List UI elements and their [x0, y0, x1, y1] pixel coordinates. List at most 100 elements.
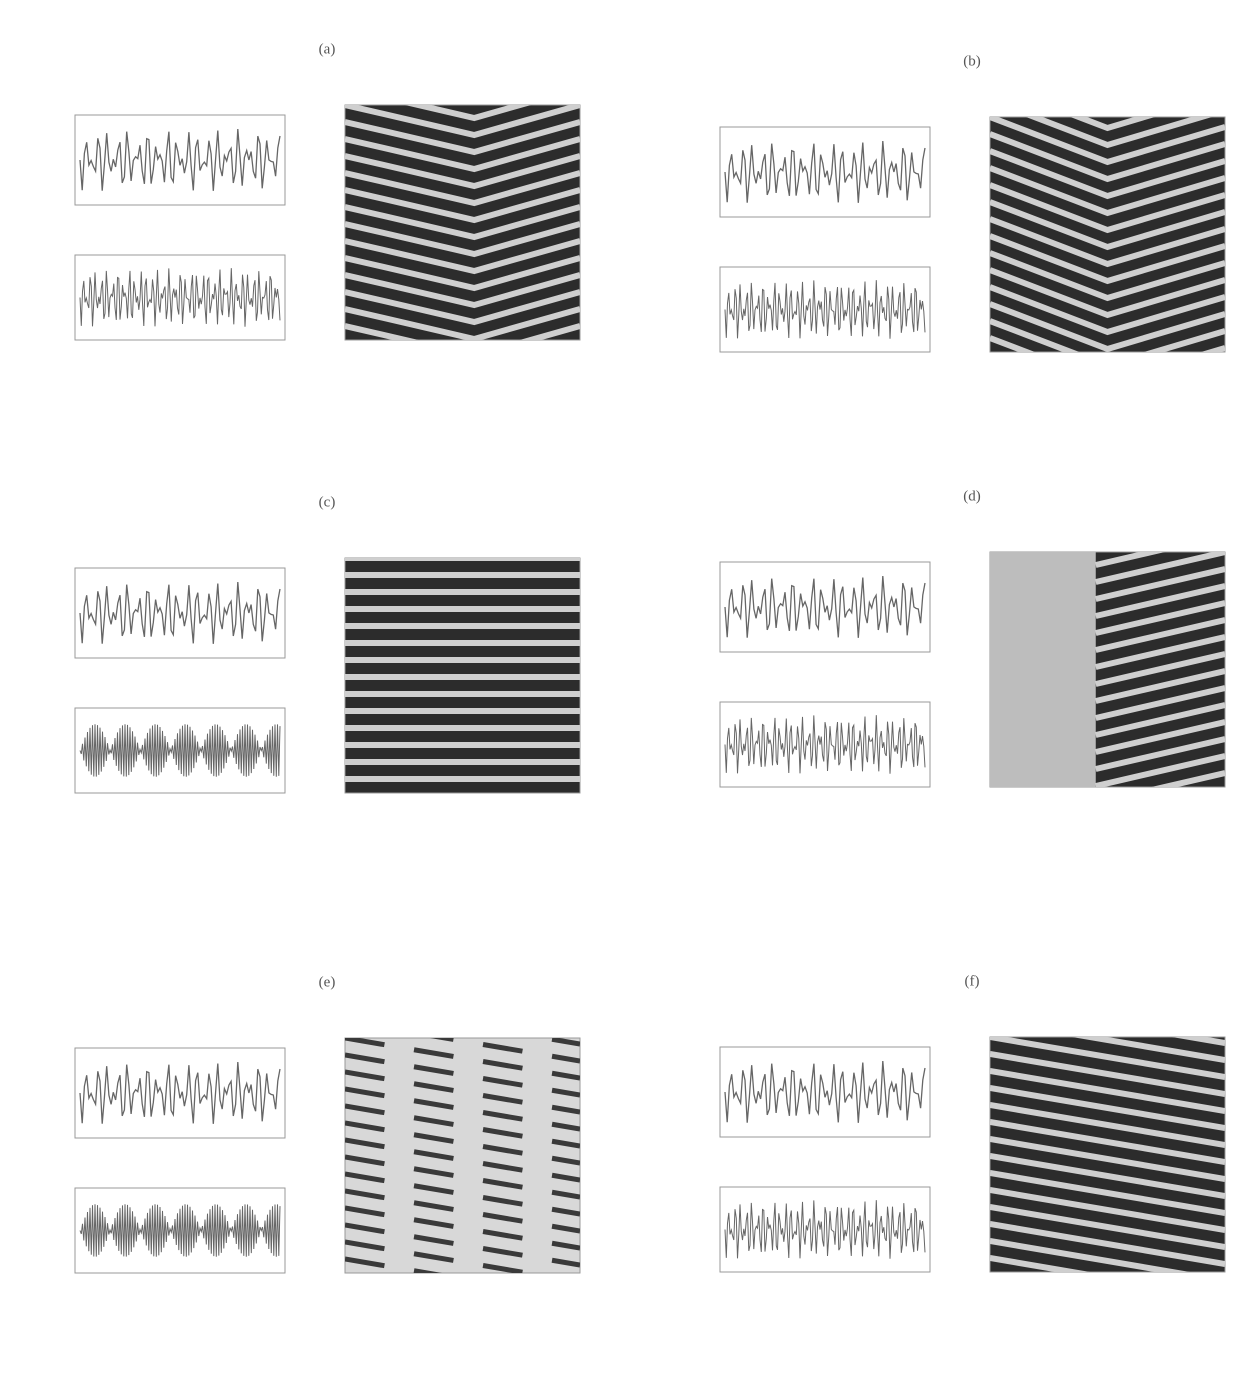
- panel-label: (d): [963, 488, 981, 504]
- stripe: [990, 423, 1225, 468]
- time-trace: [79, 128, 281, 191]
- stripe: [1095, 685, 1225, 721]
- stripe: [345, 289, 580, 326]
- stripe: [345, 37, 580, 67]
- stripe: [990, 1051, 1225, 1097]
- stripe: [1096, 518, 1225, 548]
- stripe: [990, 1085, 1225, 1131]
- stripe: [1096, 450, 1225, 480]
- stripe: [990, 284, 1225, 336]
- stripe: [345, 1378, 580, 1388]
- stripe: [345, 360, 580, 390]
- stripe: [345, 1293, 580, 1333]
- stripe: [1095, 753, 1225, 787]
- plot-frame: [719, 1046, 931, 1138]
- stripe: [990, 986, 1225, 1026]
- time-trace: [724, 1200, 926, 1259]
- time-trace: [79, 1061, 281, 1124]
- stripe: [345, 445, 580, 475]
- time-trace: [724, 575, 926, 638]
- stripe: [345, 1038, 580, 1081]
- stripe: [990, 1037, 1225, 1080]
- stripe: [1096, 467, 1225, 497]
- panel: (b): [719, 15, 1226, 519]
- stripe: [990, 389, 1225, 434]
- stripe: [1096, 841, 1225, 871]
- stripe: [345, 255, 580, 292]
- stripe: [1096, 807, 1225, 837]
- stripe: [990, 15, 1225, 60]
- stripe: [1096, 858, 1225, 888]
- stripe: [345, 323, 580, 340]
- time-trace: [724, 280, 926, 339]
- heatmap-region: [990, 552, 1096, 787]
- stripe: [990, 1309, 1225, 1349]
- stripe: [990, 1326, 1225, 1366]
- stripe: [990, 1275, 1225, 1315]
- heatmap-stripes: [1095, 450, 1225, 939]
- stripe: [990, 182, 1225, 234]
- stripe: [345, 20, 580, 50]
- stripe: [1096, 824, 1225, 854]
- stripe: [345, 1103, 580, 1149]
- stripe: [345, 1276, 580, 1316]
- stripe: [1096, 501, 1225, 531]
- stripe: [1095, 552, 1166, 568]
- stripe: [990, 233, 1225, 285]
- stripe: [990, 1292, 1225, 1332]
- plot-frame: [74, 1047, 286, 1139]
- stripe: [990, 440, 1225, 485]
- panel-label: (f): [965, 973, 980, 989]
- stripe: [345, 1361, 580, 1388]
- stripe: [1096, 484, 1225, 514]
- stripe: [990, 474, 1225, 519]
- stripe: [990, 49, 1225, 94]
- stripe: [345, 136, 580, 173]
- plot-frame: [719, 561, 931, 653]
- panel: (e): [74, 974, 581, 1388]
- stripe: [1096, 909, 1225, 939]
- stripe: [1095, 617, 1225, 653]
- stripe: [345, 1086, 580, 1132]
- panel: (f): [719, 935, 1226, 1383]
- stripe: [990, 199, 1225, 251]
- stripe: [345, 343, 580, 373]
- stripe: [990, 131, 1225, 183]
- stripe: [345, 119, 580, 156]
- stripe: [345, 54, 580, 84]
- stripe: [990, 457, 1225, 502]
- time-trace: [79, 581, 281, 644]
- heatmap-stripes: [345, 20, 580, 475]
- stripe: [1095, 583, 1225, 619]
- stripe: [990, 165, 1225, 217]
- stripe: [345, 1120, 580, 1166]
- heatmap-stripes: [345, 558, 580, 782]
- stripe: [990, 969, 1225, 1009]
- stripe: [345, 170, 580, 207]
- heatmap-stripes: [990, 935, 1225, 1383]
- panel: (a): [74, 20, 581, 475]
- stripe: [1026, 117, 1213, 149]
- stripe: [1095, 634, 1225, 670]
- stripe: [990, 1204, 1225, 1250]
- stripe: [1096, 892, 1225, 922]
- stripe: [990, 952, 1225, 992]
- stripe: [990, 267, 1225, 319]
- panel-label: (a): [319, 41, 336, 57]
- time-trace: [79, 1204, 281, 1257]
- stripe: [990, 935, 1225, 975]
- panel-label: (e): [319, 974, 336, 990]
- heatmap: [344, 1037, 581, 1274]
- stripe: [990, 250, 1225, 302]
- stripe: [345, 1310, 580, 1350]
- stripe: [345, 187, 580, 224]
- stripe: [990, 216, 1225, 268]
- stripe: [990, 148, 1225, 200]
- stripe: [990, 318, 1225, 352]
- stripe: [345, 1256, 443, 1273]
- panel: (d): [719, 450, 1226, 939]
- stripe: [990, 32, 1225, 77]
- stripe: [990, 1255, 1091, 1272]
- stripe: [990, 1343, 1225, 1383]
- time-trace: [724, 715, 926, 774]
